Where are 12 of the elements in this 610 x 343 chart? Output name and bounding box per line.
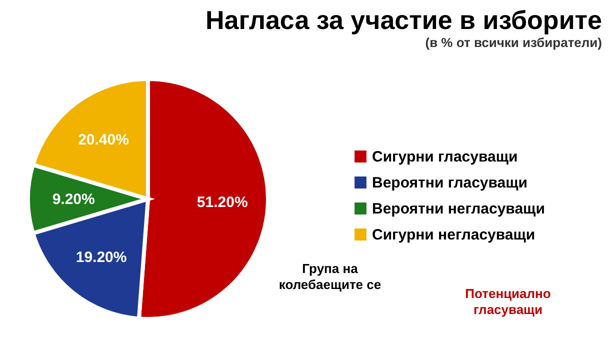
chart-subtitle: (в % от всички избиратели) (425, 35, 602, 50)
legend-label: Вероятни гласуващи (372, 174, 528, 192)
text: Потенциално гласуващи (465, 286, 551, 317)
legend-label: Сигурни негласуващи (372, 226, 536, 244)
text: Група на колебаещите се (278, 261, 382, 292)
data-label: 9.20% (52, 191, 95, 208)
data-label: 19.20% (76, 248, 127, 266)
chart-title: Нагласа за участие в изборите (206, 5, 602, 35)
legend-label: Сигурни гласуващи (372, 148, 518, 166)
legend-label: Вероятни негласуващи (372, 200, 545, 218)
data-label: 51.20% (196, 194, 248, 211)
data-label: 20.40% (78, 131, 129, 148)
